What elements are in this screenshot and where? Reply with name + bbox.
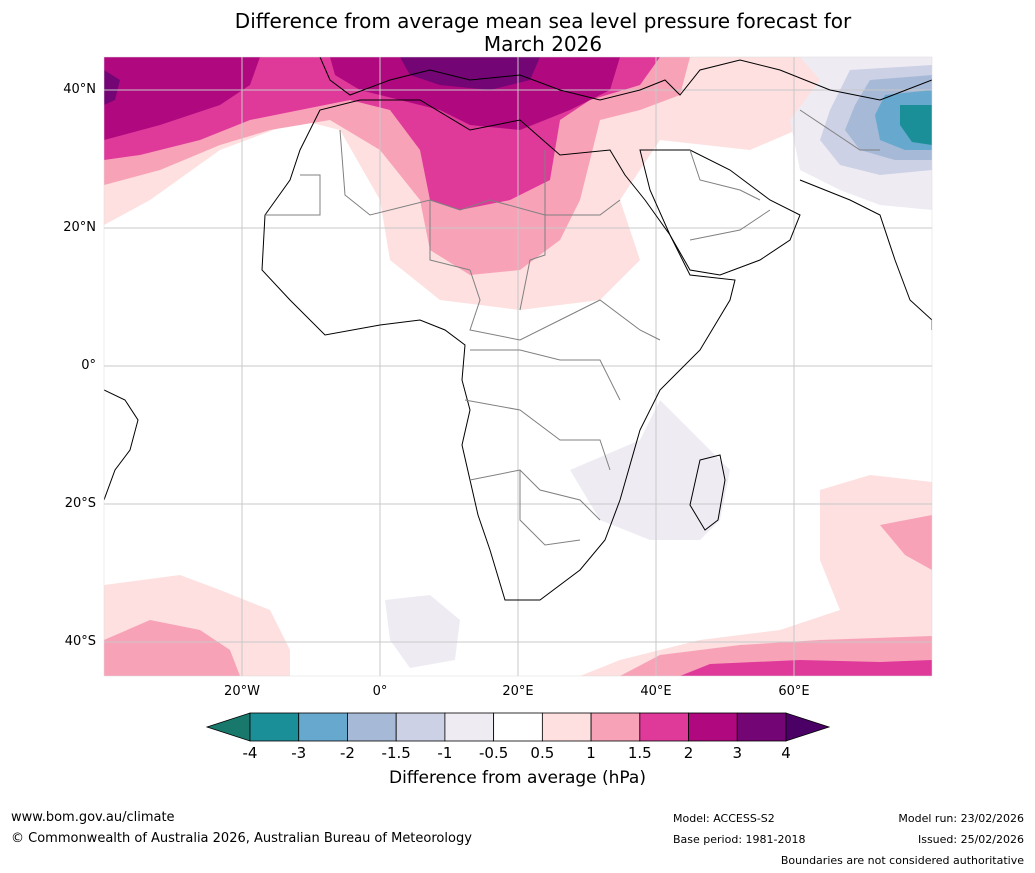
border-segment — [470, 349, 621, 401]
border-segment — [464, 399, 611, 471]
colorbar-swatch — [688, 712, 738, 742]
border-segment — [689, 149, 761, 201]
colorbar-extend-low — [205, 712, 251, 742]
border-segment — [799, 109, 880, 151]
colorbar-swatch — [347, 712, 397, 742]
lon-label-40e: 40°E — [640, 684, 672, 699]
coastline-south-asia — [799, 179, 932, 330]
footer-base-period: Base period: 1981-2018 — [673, 833, 806, 846]
anomaly-region-1-sw — [104, 620, 240, 676]
colorbar — [205, 712, 831, 742]
anomaly-region-2-med — [330, 57, 620, 130]
colorbar-tick-label: 4 — [781, 744, 791, 762]
border-segment — [339, 129, 471, 271]
colorbar-tick-label: -2 — [339, 744, 355, 762]
map-frame — [103, 56, 933, 677]
anomaly-region-1-se — [880, 515, 932, 570]
colorbar-label: Difference from average (hPa) — [389, 768, 646, 788]
coastline-africa — [261, 99, 736, 601]
border-segment — [544, 150, 621, 216]
anomaly-region-3-med — [400, 57, 540, 90]
colorbar-tick-label: 1.5 — [627, 744, 652, 762]
border-segment — [519, 470, 581, 546]
colorbar-tick-label: 2 — [683, 744, 694, 762]
colorbar-swatch — [639, 712, 689, 742]
lon-label-0: 0° — [372, 684, 388, 699]
lon-label-20e: 20°E — [502, 684, 534, 699]
border-segment — [689, 209, 771, 241]
footer-model-run: Model run: 23/02/2026 — [898, 812, 1024, 825]
map-title: Difference from average mean sea level p… — [0, 10, 1035, 56]
footer-disclaimer: Boundaries are not considered authoritat… — [780, 854, 1024, 867]
colorbar-extend-high — [785, 712, 831, 742]
coastlines — [104, 57, 932, 601]
border-segment — [469, 269, 661, 341]
colorbar-swatch — [541, 712, 592, 742]
lat-label-0: 0° — [81, 358, 96, 373]
colorbar-tick-label: -1 — [437, 744, 453, 762]
colorbar-tick-label: -0.5 — [478, 744, 509, 762]
anomaly-region-neg0p5-s — [385, 595, 460, 668]
colorbar-swatch — [395, 712, 446, 742]
footer-copyright: © Commonwealth of Australia 2026, Austra… — [11, 831, 472, 846]
colorbar-swatch — [249, 712, 300, 742]
colorbar-swatch — [736, 712, 787, 742]
lon-label-20w: 20°W — [224, 684, 260, 699]
colorbar-swatch — [493, 712, 543, 742]
colorbar-tick-label: -1.5 — [381, 744, 411, 762]
colorbar-swatch — [298, 712, 348, 742]
anomaly-region-neg3-ne — [900, 105, 932, 145]
footer-model: Model: ACCESS-S2 — [673, 812, 775, 825]
colorbar-tick-label: 0.5 — [530, 744, 555, 762]
lat-label-40s: 40°S — [64, 634, 96, 649]
anomaly-region-3-west — [104, 70, 120, 105]
title-line-1: Difference from average mean sea level p… — [234, 9, 852, 33]
coastline-madagascar — [689, 454, 726, 531]
coastline-arabia — [639, 149, 801, 276]
lat-label-20s: 20°S — [64, 496, 96, 511]
border-segment — [265, 174, 321, 216]
gridlines — [104, 57, 932, 676]
colorbar-tick-label: 1 — [586, 744, 596, 762]
colorbar-tick-label: -3 — [291, 744, 307, 762]
country-borders — [265, 109, 880, 546]
anomaly-region-2-north — [104, 57, 260, 140]
coastline-europe — [319, 57, 932, 101]
colorbar-tick-label: 3 — [732, 744, 743, 762]
colorbar-swatch — [444, 712, 495, 742]
title-line-2: March 2026 — [483, 32, 603, 56]
border-segment — [469, 469, 601, 521]
lat-label-40n: 40°N — [63, 82, 96, 97]
lon-label-60e: 60°E — [778, 684, 810, 699]
colorbar-tick-label: -4 — [242, 744, 258, 762]
coastline-americas — [104, 389, 139, 501]
lat-label-20n: 20°N — [63, 220, 96, 235]
footer-url[interactable]: www.bom.gov.au/climate — [11, 810, 175, 825]
colorbar-swatch — [590, 712, 641, 742]
footer-issued: Issued: 25/02/2026 — [917, 833, 1024, 846]
anomaly-region-1p5-south — [680, 660, 932, 676]
anomaly-region-0p5-se — [580, 475, 932, 676]
